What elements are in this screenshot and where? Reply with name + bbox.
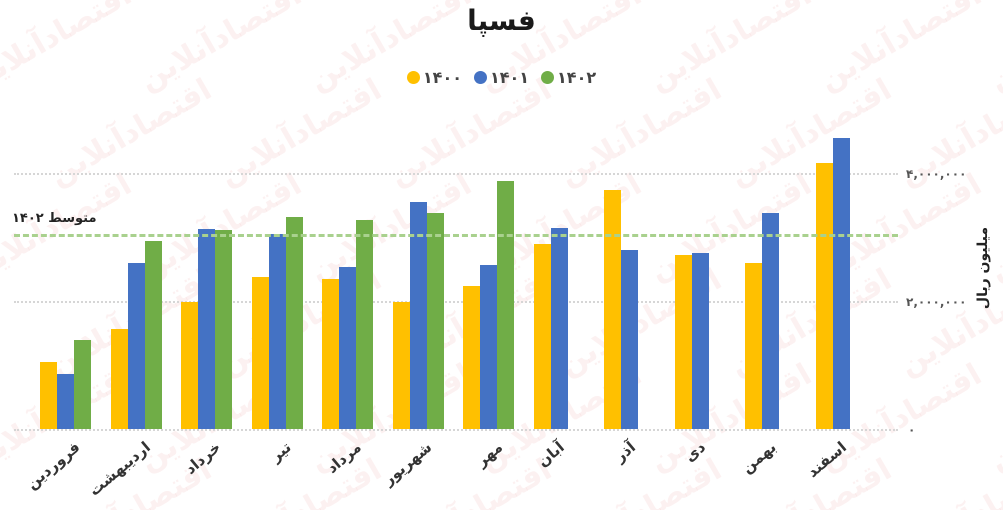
bar [497, 180, 514, 429]
legend-dot-icon [406, 71, 420, 84]
bar [409, 201, 427, 429]
legend-label: ۱۴۰۲ [557, 68, 597, 87]
y-tick-label: ۲,۰۰۰,۰۰۰ [906, 295, 967, 309]
bar [74, 340, 91, 429]
bar [691, 253, 709, 429]
bar [674, 254, 692, 429]
bar [40, 361, 57, 429]
x-tick-label: شهریور [379, 438, 436, 489]
bar [57, 373, 74, 429]
bar [426, 212, 444, 429]
x-tick-label: مهر [472, 438, 507, 471]
x-tick-label: فروردین [22, 438, 84, 493]
average-line [14, 234, 898, 237]
bar [268, 233, 286, 429]
legend-label: ۱۴۰۰ [422, 68, 462, 87]
bar [251, 276, 269, 429]
legend-label: ۱۴۰۱ [489, 68, 530, 87]
bar [215, 229, 232, 429]
legend-item-1401: ۱۴۰۱ [473, 68, 530, 87]
bar [285, 217, 303, 429]
bar [322, 279, 339, 429]
bar [550, 228, 568, 429]
legend-item-1402: ۱۴۰۲ [541, 68, 596, 87]
bar [621, 249, 638, 429]
gridline [14, 173, 898, 175]
bar [762, 212, 779, 429]
bar [745, 263, 762, 429]
bar [127, 263, 145, 429]
legend: ۱۴۰۰ ۱۴۰۱ ۱۴۰۲ [0, 68, 1003, 87]
x-tick-label: بهمن [738, 438, 780, 477]
bar [144, 240, 162, 429]
x-tick-label: آبان [534, 438, 569, 471]
legend-dot-icon [541, 71, 555, 84]
bar [604, 190, 621, 429]
bar [533, 244, 551, 429]
bar [339, 267, 356, 429]
bar [356, 219, 373, 429]
x-tick-label: تیر [266, 438, 295, 466]
bar [463, 286, 480, 429]
bar [392, 302, 410, 429]
average-label: متوسط ۱۴۰۲ [12, 211, 97, 226]
x-tick-label: دی [681, 438, 710, 466]
legend-dot-icon [473, 71, 487, 84]
x-tick-label: اسفند [803, 438, 851, 482]
bar [110, 329, 128, 429]
bar [480, 265, 497, 429]
x-tick-label: آذر [610, 438, 639, 466]
y-tick-label: ۴,۰۰۰,۰۰۰ [906, 167, 967, 181]
x-tick-label: اردیبهشت [85, 438, 154, 500]
bar [815, 162, 833, 429]
y-axis-title: میلیون ریال [975, 226, 991, 310]
bar [181, 302, 198, 429]
chart-title: فسپا [467, 4, 536, 37]
bar [198, 229, 215, 429]
x-tick-label: خرداد [181, 438, 225, 478]
legend-item-1400: ۱۴۰۰ [406, 68, 462, 87]
gridline [14, 429, 898, 431]
x-tick-label: مرداد [323, 438, 366, 477]
gridline [14, 301, 898, 303]
y-tick-label: ۰ [908, 423, 916, 437]
bar [832, 137, 850, 429]
